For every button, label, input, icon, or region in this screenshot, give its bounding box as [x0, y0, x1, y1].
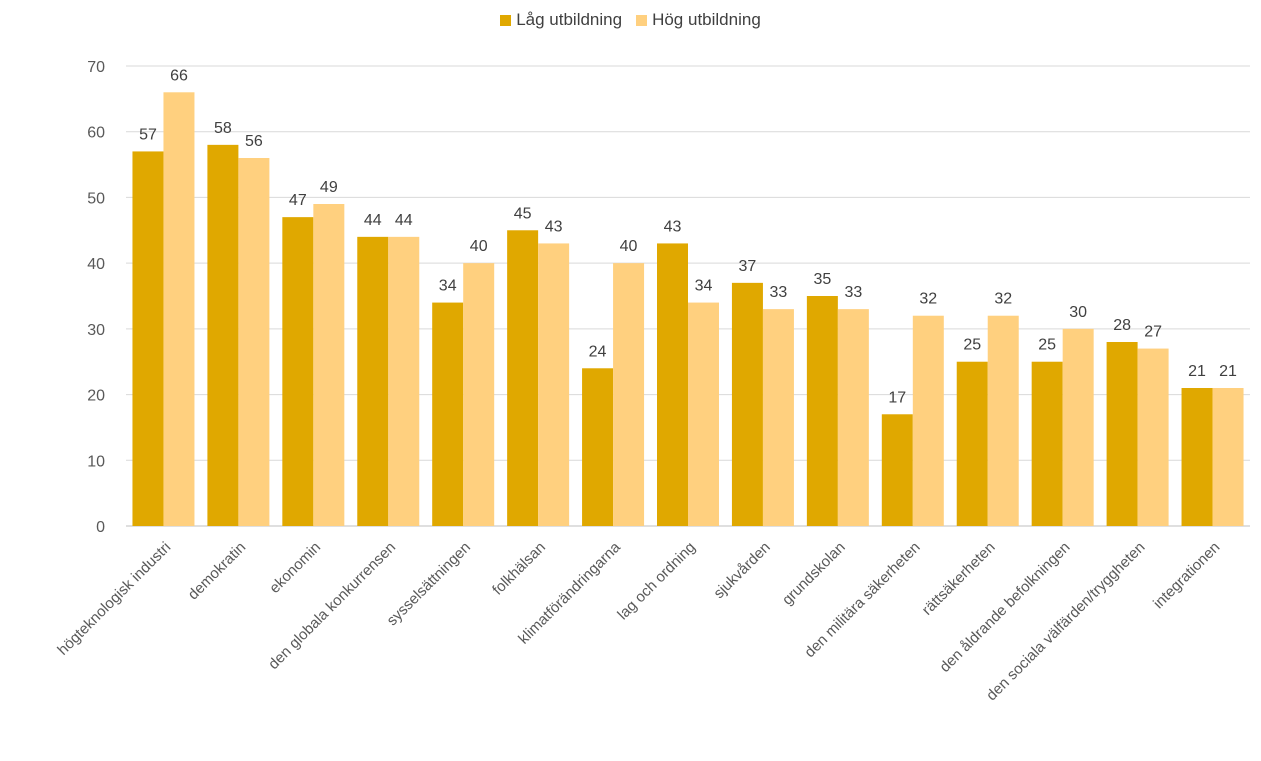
- legend-label-series-1: Låg utbildning: [516, 10, 623, 29]
- bar-series-2: [313, 204, 345, 526]
- bar-series-2: [688, 302, 719, 526]
- legend-swatch-series-1: [500, 14, 512, 26]
- bar-series-2: [538, 243, 570, 526]
- data-label-series-1: 17: [888, 389, 906, 406]
- data-label-series-1: 44: [364, 212, 382, 229]
- legend-item-series-2: Hög utbildning: [636, 10, 761, 30]
- bar-series-1: [1106, 342, 1138, 526]
- bar-series-1: [1031, 361, 1063, 526]
- bar-series-1: [132, 151, 164, 526]
- bar-series-2: [463, 263, 495, 526]
- data-label-series-1: 37: [739, 258, 757, 275]
- bar-series-2: [388, 236, 420, 526]
- data-label-series-1: 24: [589, 343, 607, 360]
- x-tick-label: lag och ordning: [614, 539, 699, 624]
- y-tick-label: 0: [96, 519, 105, 536]
- x-tick-label: demokratin: [185, 539, 249, 603]
- bar-series-1: [207, 144, 239, 526]
- legend-swatch-series-2: [636, 14, 648, 26]
- data-label-series-1: 25: [963, 337, 981, 354]
- data-label-series-1: 25: [1038, 337, 1056, 354]
- bar-series-1: [432, 302, 464, 526]
- data-label-series-2: 21: [1219, 363, 1237, 380]
- x-tick-label: rättsäkerheten: [919, 539, 999, 619]
- y-tick-label: 20: [87, 388, 105, 405]
- bar-series-2: [837, 309, 869, 526]
- bar-series-2: [912, 315, 944, 526]
- data-label-series-1: 57: [139, 126, 157, 143]
- y-tick-label: 60: [87, 125, 105, 142]
- data-label-series-2: 44: [395, 212, 413, 229]
- data-label-series-2: 43: [545, 218, 563, 235]
- data-label-series-1: 47: [289, 192, 307, 209]
- x-tick-label: folkhälsan: [489, 539, 549, 599]
- bar-series-1: [731, 282, 763, 526]
- x-tick-label: den sociala välfärden/tryggheten: [983, 539, 1148, 704]
- data-label-series-1: 28: [1113, 317, 1131, 334]
- data-label-series-2: 30: [1069, 304, 1087, 321]
- x-tick-label: högteknologisk industri: [54, 539, 174, 659]
- legend-item-series-1: Låg utbildning: [500, 10, 622, 30]
- data-label-series-2: 33: [770, 284, 788, 301]
- bar-series-1: [881, 414, 913, 526]
- data-label-series-1: 21: [1188, 363, 1206, 380]
- data-label-series-1: 58: [214, 120, 232, 137]
- data-label-series-2: 33: [844, 284, 862, 301]
- y-tick-label: 40: [87, 256, 105, 273]
- data-label-series-2: 32: [994, 291, 1012, 308]
- x-tick-label: sjukvården: [710, 539, 773, 602]
- data-label-series-2: 49: [320, 179, 338, 196]
- bar-series-2: [613, 263, 645, 526]
- y-tick-label: 10: [87, 453, 105, 470]
- data-label-series-1: 43: [664, 218, 682, 235]
- bar-series-2: [163, 92, 195, 527]
- bar-series-2: [1212, 388, 1244, 526]
- y-tick-label: 70: [87, 59, 105, 76]
- y-tick-label: 30: [87, 322, 105, 339]
- bar-series-1: [507, 230, 539, 527]
- data-label-series-2: 40: [470, 238, 488, 255]
- bar-series-1: [282, 217, 314, 526]
- data-label-series-2: 32: [919, 291, 937, 308]
- data-label-series-2: 40: [620, 238, 638, 255]
- x-tick-label: den åldrande befolkningen: [936, 539, 1073, 676]
- bar-series-2: [238, 158, 270, 526]
- bar-series-1: [357, 236, 389, 526]
- legend: Låg utbildning Hög utbildning: [0, 10, 1261, 30]
- bar-series-1: [1181, 388, 1213, 526]
- bar-series-2: [1137, 348, 1169, 526]
- data-label-series-2: 27: [1144, 324, 1162, 341]
- bar-series-1: [806, 296, 838, 526]
- data-label-series-1: 35: [813, 271, 831, 288]
- bar-series-1: [657, 243, 688, 526]
- legend-label-series-2: Hög utbildning: [652, 10, 761, 29]
- bar-series-2: [762, 309, 794, 526]
- data-label-series-2: 56: [245, 133, 263, 150]
- y-tick-label: 50: [87, 190, 105, 207]
- data-label-series-1: 34: [439, 278, 457, 295]
- x-tick-label: grundskolan: [779, 539, 849, 609]
- x-tick-label: ekonomin: [266, 539, 324, 597]
- data-label-series-2: 66: [170, 67, 188, 84]
- x-tick-label: den globala konkurrensen: [265, 539, 399, 673]
- bar-series-1: [582, 368, 614, 526]
- bar-series-2: [1062, 328, 1094, 526]
- bar-series-1: [956, 361, 988, 526]
- data-label-series-2: 34: [695, 278, 713, 295]
- data-label-series-1: 45: [514, 205, 532, 222]
- bar-series-2: [987, 315, 1019, 526]
- x-tick-label: integrationen: [1150, 539, 1223, 612]
